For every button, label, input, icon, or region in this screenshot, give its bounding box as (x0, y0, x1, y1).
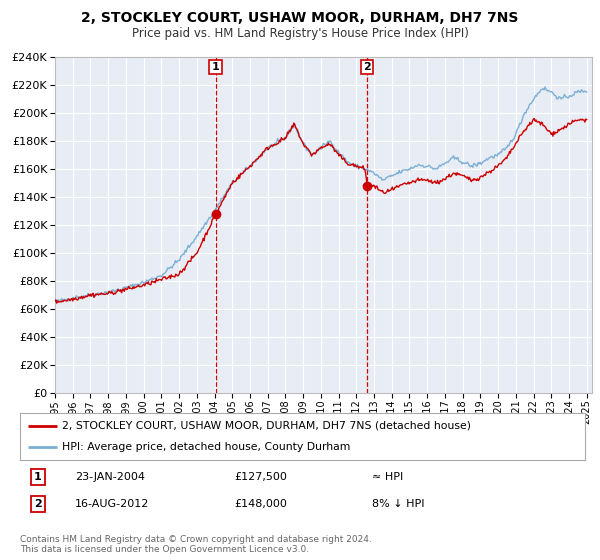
Text: 16-AUG-2012: 16-AUG-2012 (75, 499, 149, 509)
Text: £127,500: £127,500 (234, 472, 287, 482)
Text: 2: 2 (364, 62, 371, 72)
Text: £148,000: £148,000 (234, 499, 287, 509)
Text: 1: 1 (212, 62, 220, 72)
Text: 2, STOCKLEY COURT, USHAW MOOR, DURHAM, DH7 7NS (detached house): 2, STOCKLEY COURT, USHAW MOOR, DURHAM, D… (62, 421, 472, 431)
Text: ≈ HPI: ≈ HPI (372, 472, 403, 482)
Text: 1: 1 (34, 472, 41, 482)
Text: 8% ↓ HPI: 8% ↓ HPI (372, 499, 425, 509)
Text: Contains HM Land Registry data © Crown copyright and database right 2024.: Contains HM Land Registry data © Crown c… (20, 535, 371, 544)
Text: 23-JAN-2004: 23-JAN-2004 (75, 472, 145, 482)
Text: 2: 2 (34, 499, 41, 509)
Text: Price paid vs. HM Land Registry's House Price Index (HPI): Price paid vs. HM Land Registry's House … (131, 27, 469, 40)
Text: This data is licensed under the Open Government Licence v3.0.: This data is licensed under the Open Gov… (20, 545, 309, 554)
Text: HPI: Average price, detached house, County Durham: HPI: Average price, detached house, Coun… (62, 442, 351, 452)
Text: 2, STOCKLEY COURT, USHAW MOOR, DURHAM, DH7 7NS: 2, STOCKLEY COURT, USHAW MOOR, DURHAM, D… (82, 11, 518, 25)
